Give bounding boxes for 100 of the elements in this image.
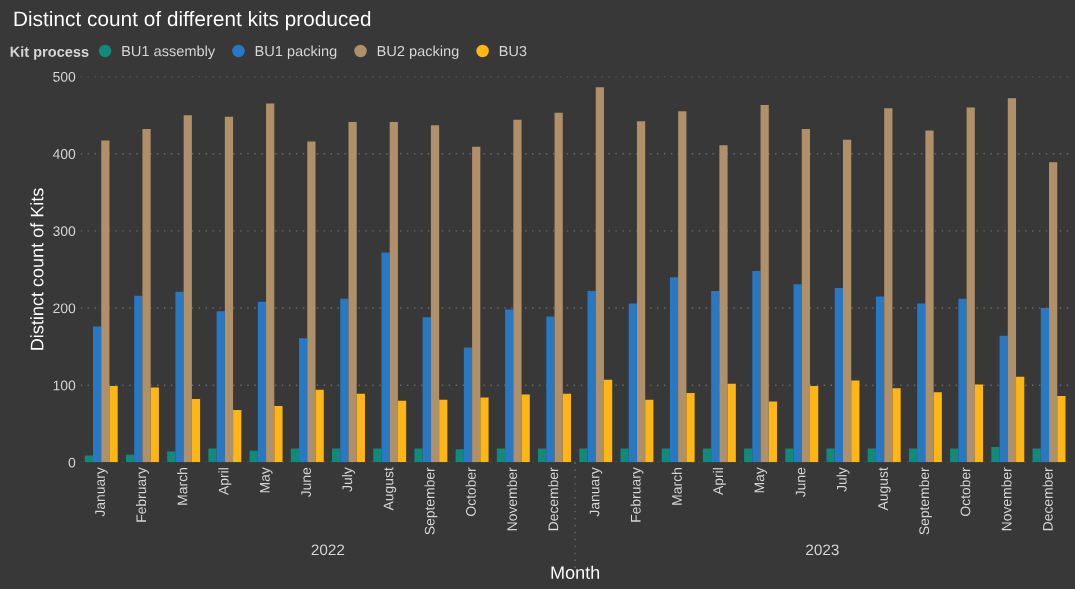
bar [884,108,893,463]
x-tick-label: July [342,467,355,492]
bar [925,130,934,463]
text: 2023 [806,544,839,556]
bar [340,298,349,463]
x-tick-label: August [878,467,891,511]
legend-title: Kit process [10,46,89,60]
bar [84,455,93,463]
bar [645,399,654,463]
bar [1057,396,1066,463]
bar [356,393,365,463]
y-tick-label: 200 [53,303,76,314]
bar [175,291,184,463]
bar [422,317,431,463]
bar [142,129,151,463]
x-tick-label: October [960,467,971,516]
bar [793,284,802,463]
x-tick-label: July [836,467,850,492]
bar [917,303,926,463]
bar [257,301,267,463]
bar [826,448,835,463]
bar [332,448,341,463]
x-tick-label: February [630,467,644,522]
bar [595,87,604,463]
text: 2022 [311,544,345,556]
bar [521,394,530,463]
bar [1049,162,1058,463]
bar [719,145,728,463]
bar [373,448,382,463]
bar [867,448,876,463]
bar [546,316,555,463]
x-tick-label: November [1001,467,1012,531]
bar [439,399,448,463]
bar [216,311,225,463]
bar [167,451,176,463]
chart-title: Distinct count of different kits produced [14,10,371,31]
bar [315,389,324,463]
bar [562,393,571,463]
bar [760,105,769,463]
bar [505,309,514,463]
bar [711,291,720,463]
x-tick-label: June [301,467,311,498]
bar [381,252,390,463]
bar [414,448,423,463]
x-tick-label: September [918,467,932,535]
bar [785,448,794,463]
bar [480,397,489,463]
bar [274,406,283,463]
bar [92,326,102,463]
x-tick-label: June [795,467,806,498]
bar [768,401,778,463]
bar [554,112,563,463]
x-tick-label: February [135,467,149,522]
bar [620,448,629,463]
bar [702,448,712,463]
bar [801,129,811,463]
bar [463,347,473,463]
x-tick-label: December [548,467,559,531]
bar [999,335,1008,463]
bar [628,303,637,463]
y-tick-label: 300 [53,226,76,237]
bar [389,122,398,463]
bar [587,291,596,463]
bar [1007,98,1017,463]
bar [727,383,736,463]
bar [892,388,901,463]
bar [266,103,275,463]
bar [101,140,110,463]
x-tick-label: January [95,467,108,517]
bar [603,379,613,463]
x-tick-label: May [260,467,273,493]
bar [496,448,506,463]
y-axis-title: Distinct count of Kits [30,188,44,350]
bar [224,116,234,463]
x-tick-label: March [671,468,682,505]
bar [233,409,242,463]
bar [1032,448,1041,463]
bar [991,446,1000,463]
bar [669,277,679,463]
bar [966,107,975,463]
bar [307,141,316,463]
bar [150,387,159,463]
bar [908,448,918,463]
y-tick-label: 400 [52,149,76,159]
bar [678,111,687,463]
bar [299,338,308,463]
bar [208,448,217,463]
legend-label: BU1 packing [255,45,337,60]
x-tick-label: April [712,468,726,495]
bar [933,392,942,463]
bar [513,119,522,463]
bar [348,122,357,463]
bar [744,448,753,463]
x-tick-label: May [754,467,768,493]
bar [290,448,300,463]
x-tick-label: April [218,468,232,495]
bar [636,121,646,463]
bar [752,271,761,463]
bar [134,295,143,463]
bar [686,392,695,463]
